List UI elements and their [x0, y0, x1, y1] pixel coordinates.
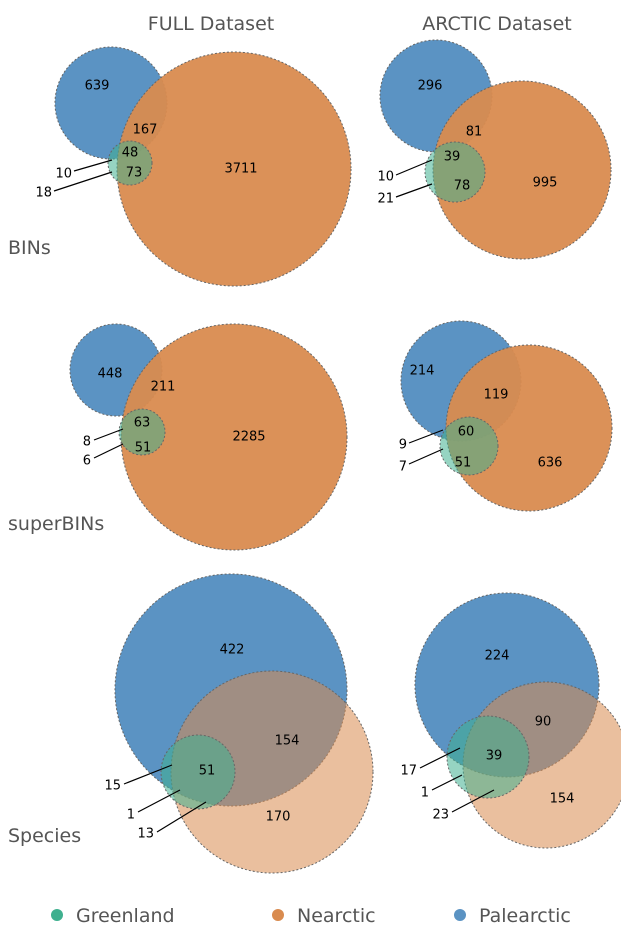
leader-line: [408, 448, 444, 465]
legend-label: Greenland: [76, 905, 175, 927]
count-nearctic-only: 154: [550, 792, 575, 807]
count-palearctic-greenland: 8: [83, 435, 91, 450]
greenland-circle: [107, 140, 153, 186]
count-all-three: 48: [122, 146, 139, 161]
count-greenland-only: 7: [399, 460, 407, 475]
count-palearctic-greenland: 9: [399, 438, 407, 453]
count-nearctic-greenland: 51: [135, 441, 152, 456]
row-label-bins: BINs: [8, 237, 51, 259]
row-label-species: Species: [8, 825, 81, 847]
count-palearctic-only: 422: [220, 643, 245, 658]
count-nearctic-only: 2285: [232, 430, 265, 445]
venn-full-superbins: 448 211 63 51 2285 8 6: [69, 323, 348, 551]
count-palearctic-nearctic: 167: [133, 123, 158, 138]
venn-arctic-superbins: 214 119 60 51 636 9 7: [399, 320, 613, 512]
count-nearctic-greenland: 73: [126, 166, 143, 181]
count-palearctic-only: 448: [98, 367, 123, 382]
nearctic-swatch-icon: [272, 909, 284, 921]
count-palearctic-greenland: 10: [377, 170, 394, 185]
nearctic-circle: [116, 51, 352, 287]
count-nearctic-only: 3711: [224, 162, 257, 177]
greenland-circle: [439, 416, 499, 476]
legend-item-greenland: Greenland: [51, 905, 175, 927]
count-palearctic-nearctic: 154: [275, 734, 300, 749]
count-greenland-only: 1: [127, 808, 135, 823]
count-all-three: 60: [458, 425, 475, 440]
count-greenland-only: 6: [83, 454, 91, 469]
count-nearctic-only: 636: [538, 456, 563, 471]
venn-arctic-species: 224 90 39 154 17 1 23: [400, 592, 621, 849]
leader-line: [156, 801, 207, 833]
count-palearctic-only: 224: [485, 649, 510, 664]
count-nearctic-only: 995: [533, 176, 558, 191]
count-greenland-only: 1: [421, 786, 429, 801]
count-nearctic-greenland: 78: [454, 179, 471, 194]
count-palearctic-only: 639: [85, 79, 110, 94]
venn-full-bins: 639 167 48 73 3711 10 18: [35, 46, 352, 287]
count-palearctic-greenland: 17: [400, 764, 417, 779]
count-all-three: 39: [444, 150, 461, 165]
count-nearctic-greenland: 13: [137, 827, 154, 842]
greenland-circle: [424, 141, 486, 203]
row-label-superbins: superBINs: [8, 513, 104, 535]
count-palearctic-nearctic: 211: [151, 380, 176, 395]
leader-line: [137, 789, 181, 813]
legend-label: Palearctic: [479, 905, 571, 927]
count-palearctic-only: 214: [410, 364, 435, 379]
venn-full-species: 422 154 51 170 15 1 13: [104, 573, 374, 874]
count-palearctic-only: 296: [418, 79, 443, 94]
legend: Greenland Nearctic Palearctic: [51, 905, 571, 927]
greenland-circle: [446, 715, 530, 799]
count-nearctic-greenland: 23: [432, 808, 449, 823]
legend-label: Nearctic: [297, 905, 376, 927]
leader-line: [419, 747, 461, 769]
leader-line: [93, 428, 124, 441]
leader-line: [53, 171, 113, 192]
count-palearctic-nearctic: 81: [466, 125, 483, 140]
nearctic-circle: [445, 344, 613, 512]
count-greenland-only: 18: [35, 186, 52, 201]
count-nearctic-greenland: 51: [455, 456, 472, 471]
leader-line: [395, 159, 433, 176]
count-palearctic-greenland: 10: [55, 167, 72, 182]
greenland-swatch-icon: [51, 909, 63, 921]
count-palearctic-greenland: 15: [104, 779, 121, 794]
count-nearctic-only: 170: [266, 810, 291, 825]
palearctic-swatch-icon: [454, 909, 466, 921]
legend-item-nearctic: Nearctic: [272, 905, 376, 927]
leader-line: [93, 443, 124, 459]
nearctic-circle: [120, 323, 348, 551]
count-greenland-only: 21: [377, 192, 394, 207]
count-palearctic-nearctic: 119: [484, 388, 509, 403]
count-all-three: 51: [199, 764, 216, 779]
leader-line: [395, 183, 433, 198]
count-all-three: 39: [486, 749, 503, 764]
greenland-circle: [118, 408, 166, 456]
leader-line: [123, 764, 173, 785]
leader-line: [451, 789, 495, 813]
count-palearctic-nearctic: 90: [535, 715, 552, 730]
column-title-full: FULL Dataset: [148, 13, 274, 35]
leader-line: [73, 159, 113, 172]
legend-item-palearctic: Palearctic: [454, 905, 571, 927]
leader-line: [431, 774, 463, 791]
column-title-arctic: ARCTIC Dataset: [422, 13, 571, 35]
count-all-three: 63: [134, 416, 151, 431]
leader-line: [408, 429, 444, 444]
nearctic-circle: [432, 80, 612, 260]
venn-arctic-bins: 296 81 39 78 995 10 21: [377, 39, 612, 260]
